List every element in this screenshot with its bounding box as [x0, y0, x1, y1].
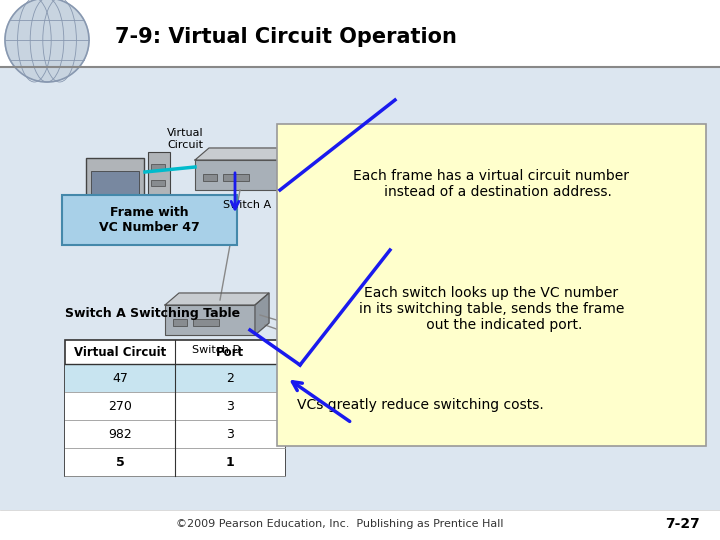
- Bar: [91, 171, 139, 205]
- Bar: [107, 209, 123, 220]
- Text: Virtual Circuit: Virtual Circuit: [74, 346, 166, 359]
- Text: 7-27: 7-27: [665, 517, 700, 531]
- Bar: [151, 180, 165, 186]
- Circle shape: [672, 345, 677, 349]
- Text: Frame with
VC Number 47: Frame with VC Number 47: [99, 206, 200, 234]
- Text: 982: 982: [108, 428, 132, 441]
- Bar: [223, 174, 249, 181]
- Bar: [653, 368, 677, 377]
- Bar: [425, 360, 515, 390]
- Text: 3: 3: [226, 428, 234, 441]
- Bar: [65, 364, 285, 392]
- Text: 7-9: Virtual Circuit Operation: 7-9: Virtual Circuit Operation: [115, 27, 457, 47]
- Text: 3: 3: [226, 400, 234, 413]
- Bar: [151, 196, 165, 202]
- Bar: [65, 340, 285, 476]
- Bar: [165, 305, 255, 335]
- Text: Switch A Switching Table: Switch A Switching Table: [65, 307, 240, 321]
- Circle shape: [5, 0, 89, 82]
- Text: 1: 1: [225, 456, 235, 469]
- Text: ©2009 Pearson Education, Inc.  Publishing as Prentice Hall: ©2009 Pearson Education, Inc. Publishing…: [176, 519, 504, 529]
- Bar: [62, 195, 237, 245]
- Bar: [195, 160, 285, 190]
- Bar: [148, 152, 170, 210]
- Bar: [433, 374, 447, 381]
- Bar: [173, 319, 187, 326]
- Bar: [0, 67, 720, 510]
- Bar: [65, 420, 285, 448]
- Bar: [151, 164, 165, 170]
- Bar: [653, 348, 677, 357]
- Bar: [193, 319, 219, 326]
- Text: Switch D: Switch D: [192, 345, 241, 355]
- Polygon shape: [285, 148, 299, 190]
- Text: 270: 270: [108, 400, 132, 413]
- Text: Each switch looks up the VC number
in its switching table, sends the frame
     : Each switch looks up the VC number in it…: [359, 286, 624, 333]
- Text: Port: Port: [216, 346, 244, 359]
- Text: Server: Server: [647, 397, 683, 407]
- Text: VCs greatly reduce switching costs.: VCs greatly reduce switching costs.: [297, 399, 544, 413]
- Bar: [453, 374, 479, 381]
- Text: 5: 5: [116, 456, 125, 469]
- Text: 2: 2: [226, 372, 234, 384]
- Text: Circuit: Circuit: [592, 320, 628, 330]
- Polygon shape: [195, 148, 299, 160]
- Bar: [277, 124, 706, 446]
- Polygon shape: [515, 348, 529, 390]
- Text: Each frame has a virtual circuit number
   instead of a destination address.: Each frame has a virtual circuit number …: [354, 169, 629, 199]
- Bar: [653, 328, 677, 337]
- Bar: [85, 228, 145, 238]
- Polygon shape: [255, 293, 269, 335]
- Polygon shape: [165, 293, 269, 305]
- Bar: [65, 448, 285, 476]
- Circle shape: [672, 364, 677, 369]
- Polygon shape: [425, 348, 529, 360]
- Bar: [649, 295, 681, 385]
- Text: Virtual
Circuit: Virtual Circuit: [167, 129, 203, 150]
- Bar: [653, 308, 677, 317]
- Bar: [203, 174, 217, 181]
- Bar: [86, 158, 144, 210]
- Text: Switch A: Switch A: [223, 200, 271, 210]
- Bar: [65, 392, 285, 420]
- Bar: [97, 219, 133, 226]
- Text: Switch E: Switch E: [454, 400, 500, 410]
- Text: 47: 47: [112, 372, 128, 384]
